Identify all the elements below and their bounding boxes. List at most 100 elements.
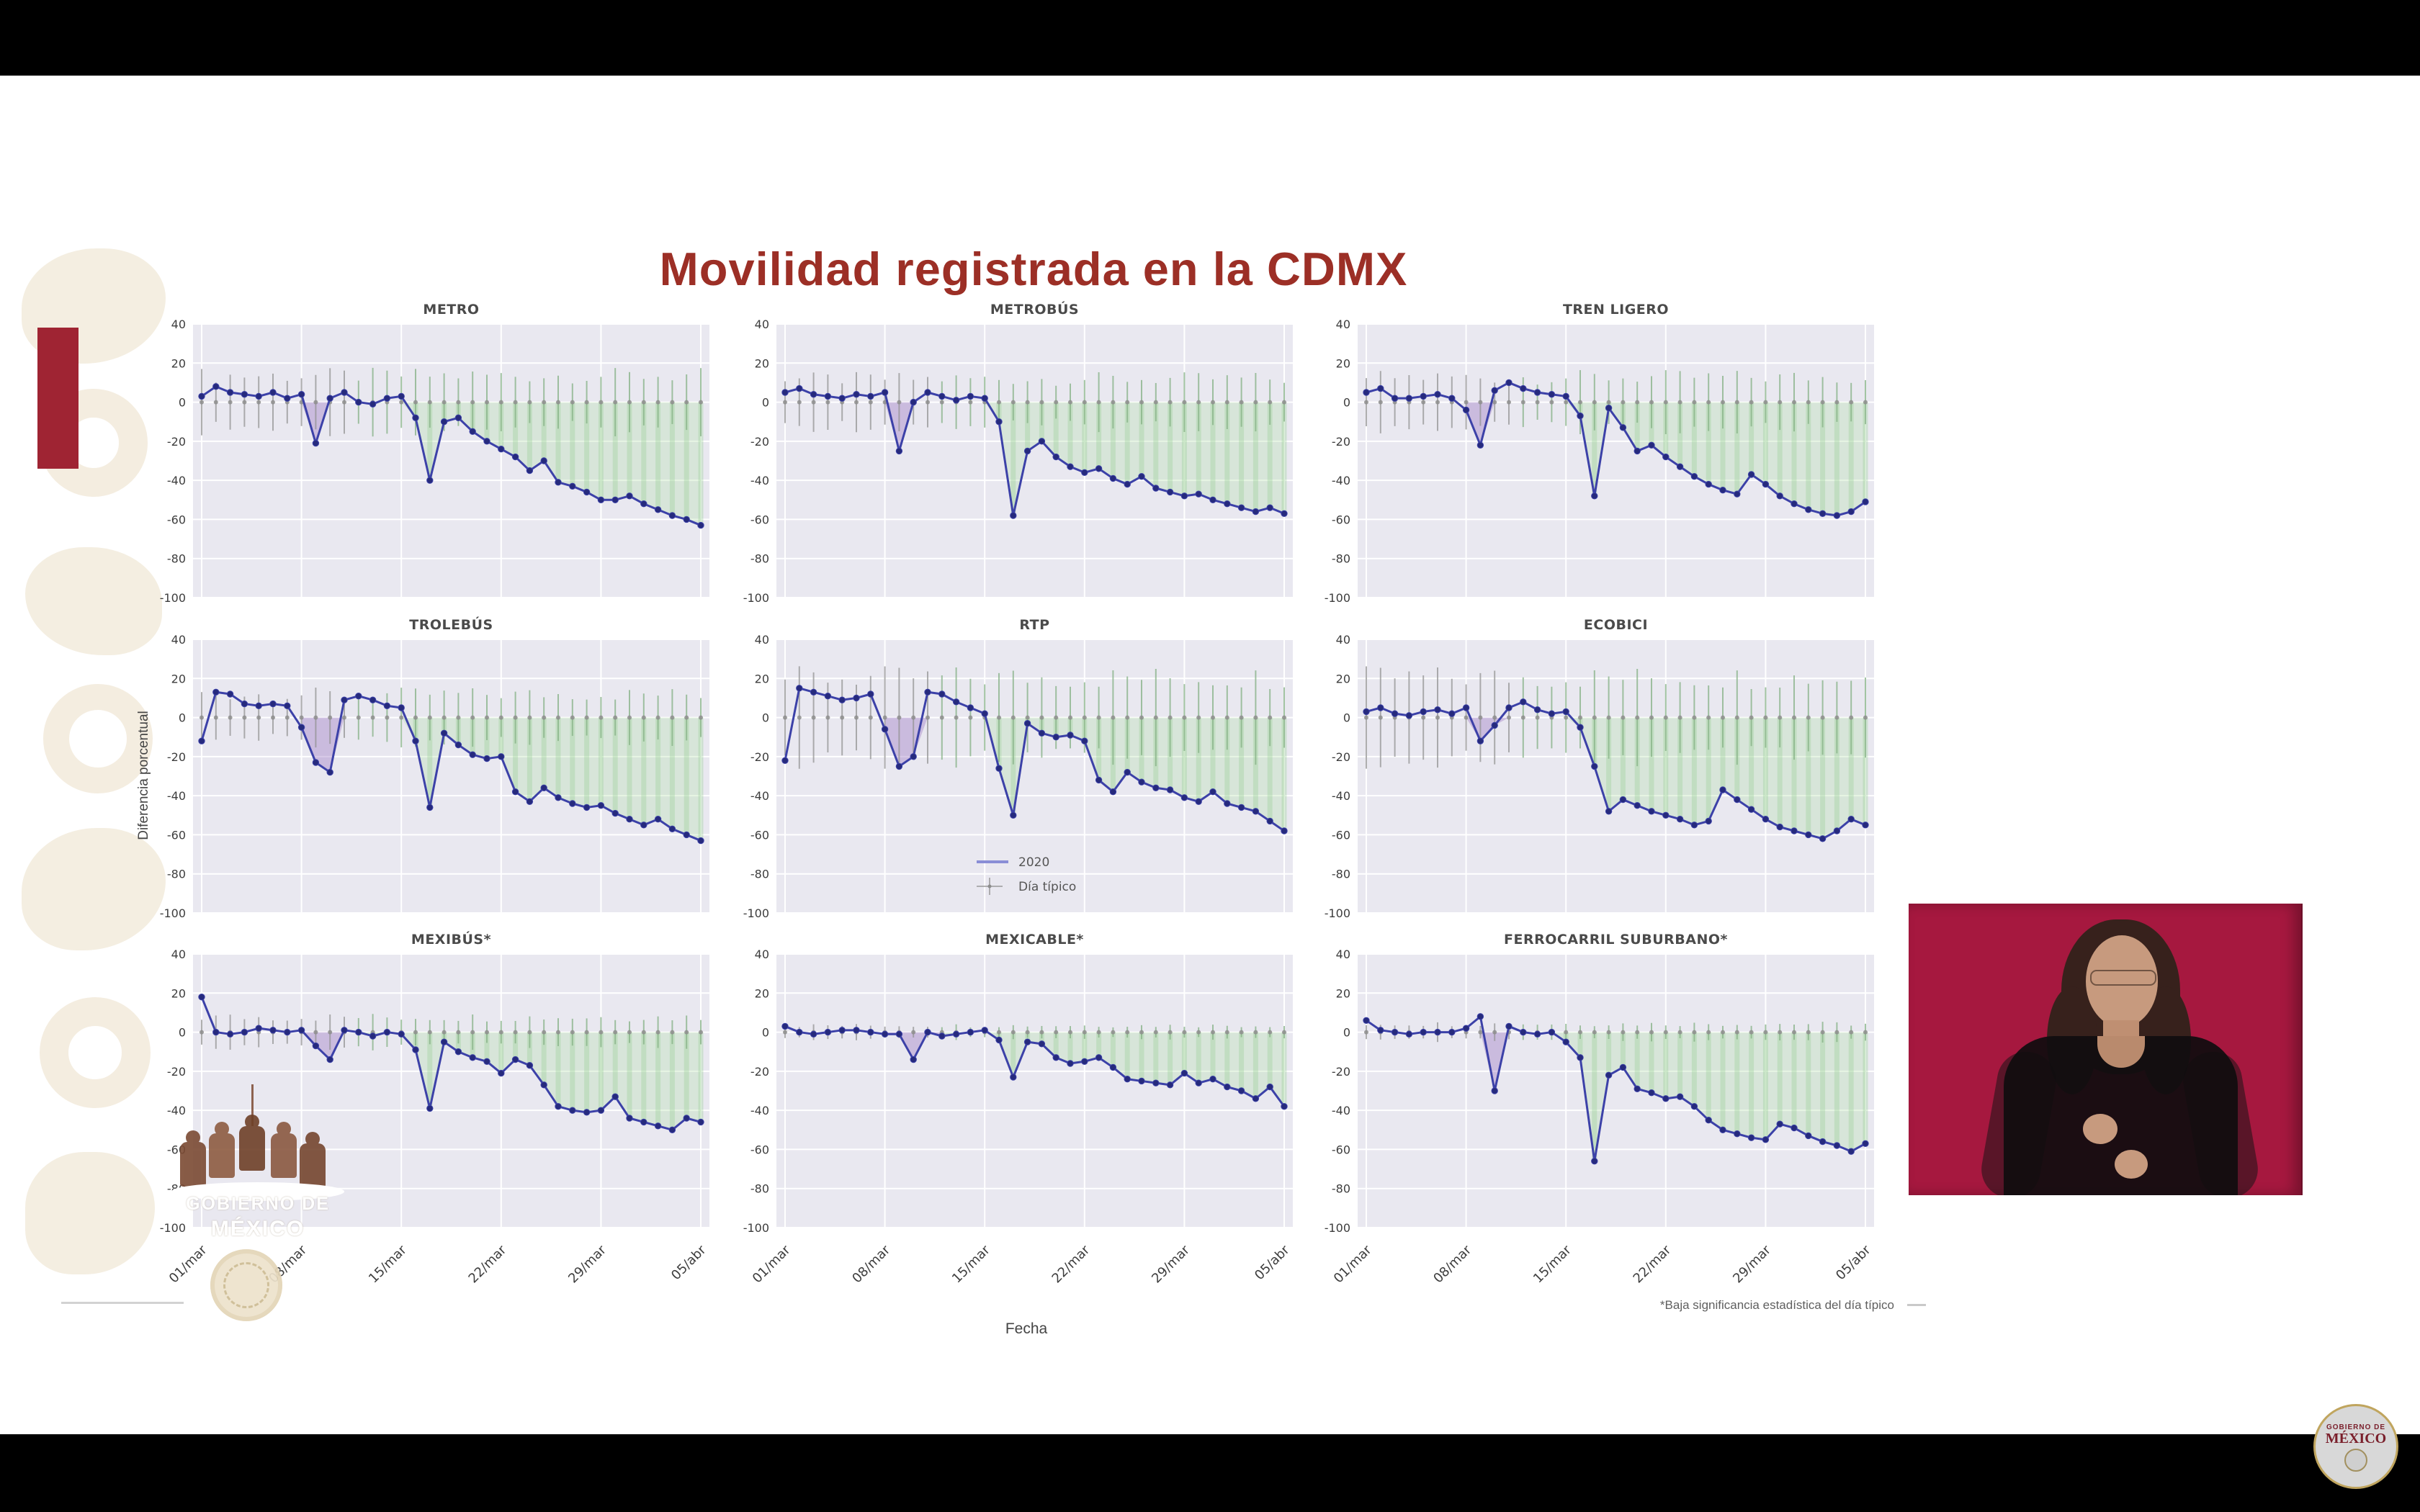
y-tick-label: 0 <box>1343 711 1350 725</box>
y-tick-label: 20 <box>755 986 769 1000</box>
x-tick-label: 15/mar <box>366 1242 410 1286</box>
flag-pole-icon <box>251 1084 254 1126</box>
y-tick-label: -60 <box>1332 828 1350 842</box>
x-tick-label: 15/mar <box>1531 1242 1574 1286</box>
y-tick-label: -100 <box>743 591 769 605</box>
interpreter-face <box>2086 935 2158 1027</box>
accent-red-bar <box>37 328 79 469</box>
subplot-title: RTP <box>1019 617 1049 633</box>
y-tick-label: -60 <box>167 513 186 526</box>
y-tick-label: -100 <box>743 906 769 920</box>
y-tick-label: 40 <box>171 948 186 961</box>
watermark-text-line1: GOBIERNO DE <box>186 1194 330 1214</box>
y-tick-label: -100 <box>743 1221 769 1235</box>
y-tick-label: -40 <box>750 474 769 487</box>
y-tick-label: 40 <box>1336 948 1350 961</box>
badge-text-line2: MÉXICO <box>2325 1431 2387 1446</box>
y-tick-label: 0 <box>762 396 769 410</box>
x-tick-label: 01/mar <box>1331 1242 1375 1286</box>
watermark-text-line2: MÉXICO <box>210 1217 305 1241</box>
gobierno-mexico-badge: GOBIERNO DE MÉXICO <box>2313 1404 2398 1489</box>
y-tick-label: -60 <box>1332 513 1350 526</box>
x-tick-label: 01/mar <box>750 1242 794 1286</box>
x-tick-label: 22/mar <box>1631 1242 1675 1286</box>
chart-mexib-s: MEXIBÚS*40200-20-40-60-80-10001/mar08/ma… <box>143 925 719 1328</box>
x-tick-label: 29/mar <box>1730 1242 1774 1286</box>
y-tick-label: 20 <box>171 356 186 370</box>
gobierno-mexico-watermark: GOBIERNO DE MÉXICO <box>171 1084 344 1326</box>
y-tick-label: 40 <box>171 633 186 647</box>
y-tick-label: 20 <box>1336 986 1350 1000</box>
x-tick-label: 15/mar <box>949 1242 993 1286</box>
y-tick-label: 20 <box>755 672 769 685</box>
subplot-title: TROLEBÚS <box>409 616 493 633</box>
y-tick-label: -40 <box>750 1104 769 1117</box>
y-tick-label: 40 <box>171 318 186 331</box>
y-tick-label: 40 <box>755 948 769 961</box>
footer-rule-left <box>61 1302 184 1304</box>
y-tick-label: -20 <box>1332 750 1350 764</box>
y-tick-label: -40 <box>167 1104 186 1117</box>
y-tick-label: -80 <box>750 868 769 881</box>
subplot-title: TREN LIGERO <box>1563 302 1669 318</box>
y-tick-label: 0 <box>762 1026 769 1040</box>
y-tick-label: -20 <box>750 435 769 449</box>
y-tick-label: -60 <box>167 828 186 842</box>
subplot-title: FERROCARRIL SUBURBANO* <box>1504 932 1728 948</box>
x-tick-label: 05/abr <box>668 1242 709 1283</box>
y-tick-label: -20 <box>1332 435 1350 449</box>
y-tick-label: 20 <box>1336 672 1350 685</box>
decorative-blob <box>25 1152 155 1274</box>
y-tick-label: 20 <box>171 986 186 1000</box>
x-tick-label: 05/abr <box>1252 1242 1293 1283</box>
y-tick-label: -40 <box>167 474 186 487</box>
y-tick-label: -80 <box>750 552 769 566</box>
seal-icon <box>210 1249 282 1321</box>
letterbox-top-bar <box>0 0 2420 76</box>
y-tick-label: -40 <box>1332 474 1350 487</box>
y-tick-label: -40 <box>1332 1104 1350 1117</box>
y-tick-label: -20 <box>1332 1065 1350 1079</box>
chart-mexicable: MEXICABLE* 40 20 0 -20 -40 -60 -80 -100 01/mar 08/… <box>726 925 1302 1328</box>
y-tick-label: 0 <box>179 711 186 725</box>
page-title: Movilidad registrada en la CDMX <box>659 243 1408 295</box>
y-tick-label: -100 <box>1325 906 1350 920</box>
chart-troleb-s: TROLEBÚS 40 20 0 -20 -40 -60 -80 -100 <box>143 611 719 923</box>
y-tick-label: 0 <box>762 711 769 725</box>
x-tick-label: 08/mar <box>849 1242 893 1286</box>
y-tick-label: -60 <box>750 1143 769 1156</box>
y-tick-label: -100 <box>1325 591 1350 605</box>
footnote-dash <box>1907 1304 1926 1306</box>
y-tick-label: -20 <box>167 750 186 764</box>
chart-tren-ligero: TREN LIGERO 40 20 0 -20 -40 -60 -80 -100 <box>1307 295 1883 608</box>
y-tick-label: 0 <box>1343 396 1350 410</box>
x-tick-label: 29/mar <box>565 1242 609 1286</box>
x-tick-label: 22/mar <box>1049 1242 1093 1286</box>
x-tick-label: 22/mar <box>466 1242 510 1286</box>
chart-metro: METRO 40 20 0 -20 -40 -60 -80 -100 <box>143 295 719 608</box>
y-tick-label: -60 <box>750 828 769 842</box>
y-tick-label: -80 <box>1332 1182 1350 1196</box>
legend-label-2020: 2020 <box>1018 855 1049 870</box>
x-tick-label: 08/mar <box>1430 1242 1474 1286</box>
y-tick-label: -100 <box>160 906 186 920</box>
y-tick-label: -40 <box>750 789 769 803</box>
y-tick-label: 20 <box>755 356 769 370</box>
decorative-blob <box>25 547 162 655</box>
y-tick-label: -80 <box>167 552 186 566</box>
y-tick-label: 0 <box>179 396 186 410</box>
interpreter-hand <box>2083 1114 2118 1144</box>
y-tick-label: 40 <box>755 318 769 331</box>
chart-ferrocarril-suburbano: FERROCARRIL SUBURBANO* 40 20 0 -20 -40 -60 -80 -… <box>1307 925 1883 1328</box>
y-tick-label: -20 <box>167 1065 186 1079</box>
x-axis-label: Fecha <box>1005 1320 1048 1337</box>
subplot-title: METROBÚS <box>990 300 1079 318</box>
chart-metrob-s: METROBÚS 40 20 0 -20 -40 -60 -80 -100 <box>726 295 1302 608</box>
y-tick-label: 40 <box>1336 318 1350 331</box>
subplot-title: MEXIBÚS* <box>411 930 491 948</box>
y-tick-label: -20 <box>167 435 186 449</box>
y-tick-label: -60 <box>1332 1143 1350 1156</box>
y-tick-label: 20 <box>1336 356 1350 370</box>
glasses-icon <box>2090 970 2156 986</box>
subplot-title: METRO <box>423 302 479 318</box>
